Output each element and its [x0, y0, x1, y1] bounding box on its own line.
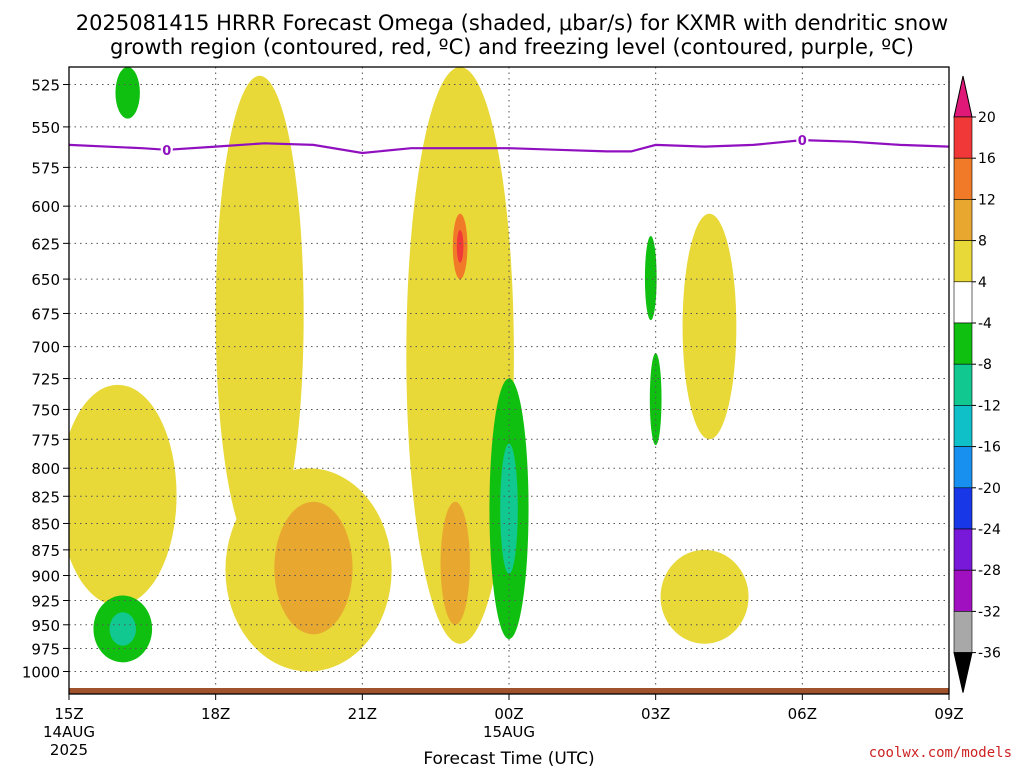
- y-tick-label-825: 825: [31, 488, 60, 506]
- colorbar-label-13: -36: [978, 646, 1001, 662]
- y-tick-label-900: 900: [31, 568, 60, 586]
- colorbar-label-2: 12: [978, 192, 996, 208]
- colorbar-segment-9: [953, 487, 973, 530]
- y-tick-label-700: 700: [31, 339, 60, 357]
- omega-core-descent-1h-950: [109, 612, 136, 646]
- omega-region-descent-12h-725: [649, 353, 662, 446]
- omega-region-max-8h-850: [440, 501, 470, 625]
- freezing-level-contour: 00: [69, 132, 949, 159]
- ground-bar: [69, 688, 949, 694]
- y-tick-label-875: 875: [31, 542, 60, 560]
- y-tick-label-550: 550: [31, 119, 60, 137]
- y-tick-label-850: 850: [31, 515, 60, 533]
- freezing-level-label-0: 0: [162, 144, 171, 159]
- y-tick-label-725: 725: [31, 371, 60, 389]
- colorbar-label-7: -12: [978, 398, 1001, 414]
- omega-core-max-8h-625: [456, 230, 464, 263]
- colorbar-label-5: -4: [978, 316, 992, 332]
- grid: [69, 67, 949, 694]
- colorbar-label-6: -8: [978, 357, 992, 373]
- omega-region-ascent-0-2h-low: [69, 384, 177, 606]
- omega-region-descent-12h-625: [644, 236, 657, 321]
- y-tick-label-675: 675: [31, 305, 60, 323]
- x-tick-year-15Z: 2025: [50, 741, 88, 759]
- colorbar-segment-2: [953, 199, 973, 241]
- freezing-level-line: [69, 138, 949, 155]
- x-axis-label: Forecast Time (UTC): [423, 749, 594, 768]
- y-tick-label-600: 600: [31, 198, 60, 216]
- colorbar-top-triangle: [953, 75, 973, 118]
- chart-title-line1: 2025081415 HRRR Forecast Omega (shaded, …: [76, 11, 948, 35]
- freezing-level-label-bg-1: [796, 132, 809, 148]
- colorbar-label-1: 16: [978, 151, 996, 167]
- omega-core-descent-9h: [500, 443, 518, 574]
- colorbar-label-11: -28: [978, 563, 1001, 579]
- y-tick-label-775: 775: [31, 431, 60, 449]
- x-tick-label-18Z: 18Z: [201, 705, 230, 723]
- x-tick-label-00Z: 00Z: [494, 705, 523, 723]
- colorbar-segment-5: [953, 322, 973, 365]
- colorbar-segment-11: [953, 569, 973, 612]
- y-axis: 525 550 575 600 625 650 675 700 725 750 775 800 825 8…: [22, 77, 69, 682]
- y-tick-label-575: 575: [31, 159, 60, 177]
- y-tick-label-525: 525: [31, 77, 60, 95]
- colorbar-segment-8: [953, 446, 973, 489]
- y-tick-label-625: 625: [31, 235, 60, 253]
- x-tick-date-15Z: 14AUG: [43, 723, 95, 741]
- y-tick-label-950: 950: [31, 617, 60, 635]
- colorbar-bottom-triangle: [953, 652, 973, 693]
- y-tick-label-1000: 1000: [22, 664, 60, 682]
- colorbar-segment-3: [953, 240, 973, 283]
- omega-region-ascent-2-4h-column: [215, 75, 304, 556]
- freezing-level-label-1: 0: [798, 134, 807, 149]
- credit-text: coolwx.com/models: [869, 745, 1012, 761]
- x-tick-label-09Z: 09Z: [934, 705, 963, 723]
- colorbar-label-8: -16: [978, 440, 1001, 456]
- y-tick-label-975: 975: [31, 640, 60, 658]
- omega-region-ascent-6-9h-column: [406, 67, 514, 644]
- colorbar-label-9: -20: [978, 481, 1001, 497]
- colorbar-label-12: -32: [978, 604, 1001, 620]
- y-tick-label-925: 925: [31, 592, 60, 610]
- colorbar-label-4: 4: [978, 275, 987, 291]
- colorbar-segment-0: [953, 116, 973, 159]
- omega-shading: [69, 67, 749, 672]
- colorbar-label-10: -24: [978, 522, 1001, 538]
- colorbar: 20 16 12 8 4 -4 -8 -12 -16 -20 -24 -28 -32 -36: [953, 75, 1001, 693]
- x-tick-label-03Z: 03Z: [641, 705, 670, 723]
- freezing-level-label-bg-0: [160, 141, 173, 157]
- omega-region-max-5h-875: [274, 501, 353, 635]
- colorbar-segment-4: [953, 281, 973, 324]
- colorbar-segment-10: [953, 528, 973, 571]
- x-tick-label-21Z: 21Z: [348, 705, 377, 723]
- omega-region-descent-1h-525: [115, 67, 140, 119]
- y-tick-label-650: 650: [31, 271, 60, 289]
- colorbar-segment-6: [953, 363, 973, 406]
- colorbar-label-3: 8: [978, 234, 987, 250]
- x-tick-label-06Z: 06Z: [788, 705, 817, 723]
- chart-title-line2: growth region (contoured, red, ºC) and f…: [110, 35, 914, 59]
- x-tick-date-00Z: 15AUG: [483, 723, 535, 741]
- colorbar-segment-12: [953, 611, 973, 653]
- omega-region-ascent-13h-low: [660, 549, 749, 644]
- colorbar-segment-1: [953, 157, 973, 200]
- x-tick-label-15Z: 15Z: [54, 705, 83, 723]
- omega-region-ascent-13h-mid: [682, 213, 737, 440]
- y-tick-label-750: 750: [31, 401, 60, 419]
- y-tick-label-800: 800: [31, 460, 60, 478]
- colorbar-segment-7: [953, 405, 973, 447]
- colorbar-label-0: 20: [978, 110, 996, 126]
